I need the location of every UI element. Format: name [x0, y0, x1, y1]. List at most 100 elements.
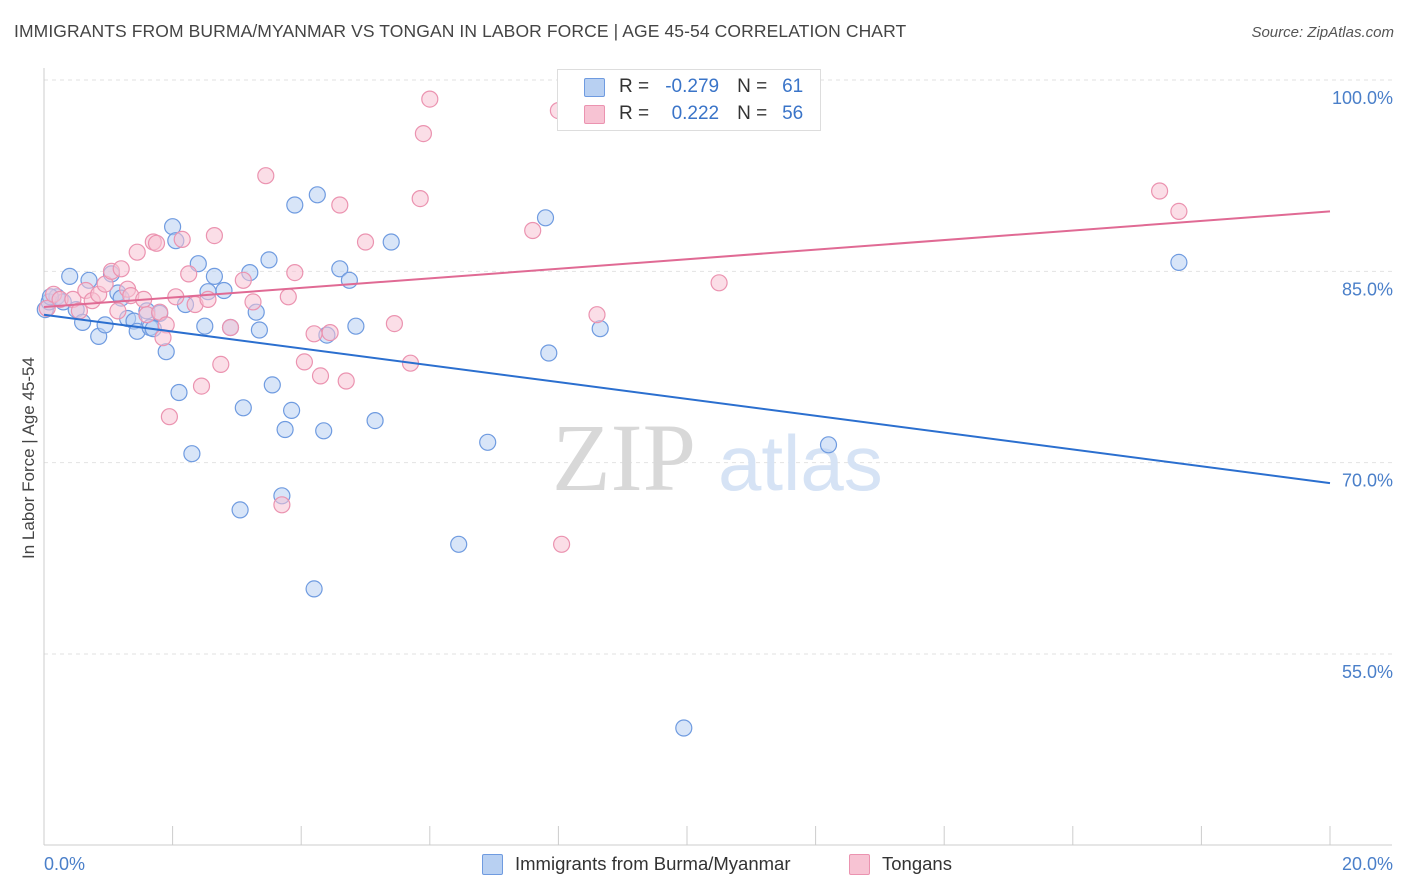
tongan-point: [160, 408, 178, 426]
tongan-point: [337, 372, 355, 390]
burma-point: [366, 412, 384, 430]
tongan-point: [1170, 202, 1188, 220]
tongan-point: [212, 355, 230, 373]
tongan-point: [234, 271, 252, 289]
tongan-point: [38, 299, 56, 317]
tongan-point: [192, 377, 211, 395]
y-tick-labels: 100.0% 85.0% 70.0% 55.0%: [1332, 88, 1393, 682]
tongan-point: [552, 535, 571, 553]
legend-r-value: -0.279: [665, 76, 720, 97]
legend-r-label: R =: [619, 76, 650, 97]
tongan-point: [244, 293, 262, 311]
burma-point: [234, 399, 252, 417]
burma-point: [157, 343, 175, 361]
tongan-point: [221, 318, 240, 337]
tongan-point: [154, 329, 172, 347]
tongan-point: [128, 243, 146, 261]
legend-n-value: 56: [782, 103, 804, 124]
y-tick-label: 100.0%: [1332, 88, 1393, 108]
burma-point: [170, 383, 188, 402]
legend-swatch-pink: [849, 853, 870, 875]
tongan-point: [385, 315, 403, 333]
tongan-point: [331, 196, 349, 214]
y-axis-label: In Labor Force | Age 45-54: [19, 357, 38, 559]
burma-point: [331, 260, 349, 278]
tongan-point: [321, 324, 339, 342]
y-tick-label: 70.0%: [1342, 471, 1393, 491]
legend-row-burma: R = -0.279 N = 61: [584, 75, 803, 99]
legend-label-burma: Immigrants from Burma/Myanmar: [515, 853, 791, 874]
chart-title: IMMIGRANTS FROM BURMA/MYANMAR VS TONGAN …: [14, 21, 907, 41]
burma-point: [1170, 253, 1188, 271]
tongan-point: [1150, 182, 1169, 200]
tongan-point: [305, 325, 323, 343]
legend-swatch-blue: [482, 853, 503, 875]
burma-point: [215, 281, 233, 300]
burma-point: [263, 376, 281, 394]
trend-lines: [43, 210, 1331, 485]
burma-point: [819, 436, 838, 454]
tongan-point: [524, 221, 542, 240]
legend-n-label: N =: [737, 76, 768, 97]
legend-item-burma: Immigrants from Burma/Myanmar: [482, 853, 791, 875]
burma-point: [382, 233, 400, 251]
burma-point: [276, 420, 294, 439]
burma-point: [540, 344, 558, 362]
legend-n-label: N =: [737, 103, 768, 124]
tongan-point: [414, 125, 432, 143]
legend-r-value: 0.222: [671, 103, 720, 124]
tongan-point: [180, 265, 198, 283]
tongan-point: [273, 496, 291, 514]
x-tick-label: 20.0%: [1342, 854, 1393, 874]
burma-point: [196, 317, 214, 335]
tongan-point: [109, 302, 127, 320]
tongan-trend-line: [43, 210, 1331, 309]
tongan-point: [295, 353, 313, 371]
axes: [43, 68, 1392, 846]
tongan-point: [311, 367, 330, 385]
tongan-point: [112, 260, 130, 278]
burma-point: [61, 267, 79, 285]
burma-point: [591, 320, 609, 338]
series-tongan-points: [38, 90, 1188, 553]
tongan-point: [710, 274, 728, 292]
burma-point: [305, 580, 323, 598]
burma-point: [315, 422, 333, 440]
tongan-point: [279, 288, 297, 306]
burma-point: [260, 251, 278, 269]
gridlines: [44, 79, 1392, 655]
burma-point: [183, 445, 201, 463]
tongan-point: [286, 264, 304, 282]
legend-n-value: 61: [782, 76, 804, 97]
source-label: Source: ZipAtlas.com: [1251, 24, 1394, 41]
legend-swatch-blue: [584, 77, 605, 97]
burma-point: [231, 501, 249, 519]
burma-point: [479, 433, 497, 451]
burma-point: [286, 196, 304, 214]
legend-label-tongan: Tongans: [882, 853, 952, 874]
burma-trend-line: [43, 313, 1331, 485]
burma-point: [450, 535, 468, 553]
legend-r-label: R =: [619, 103, 650, 124]
watermark-atlas: atlas: [718, 419, 883, 507]
x-tick-labels: 0.0% 20.0%: [44, 854, 1393, 874]
series-legend: Immigrants from Burma/Myanmar Tongans: [0, 853, 1406, 877]
tongan-point: [411, 190, 429, 208]
tongan-point: [173, 230, 191, 248]
burma-point: [205, 267, 223, 285]
watermark-zip: ZIP: [552, 404, 696, 511]
tongan-point: [205, 227, 223, 245]
burma-point: [347, 317, 365, 335]
legend-item-tongan: Tongans: [849, 853, 952, 875]
tongan-point: [257, 167, 275, 185]
stats-legend: R = -0.279 N = 61 R = 0.222 N = 56: [557, 69, 821, 131]
burma-point: [675, 719, 693, 737]
burma-point: [536, 209, 555, 227]
burma-point: [96, 316, 114, 334]
tongan-point: [356, 233, 375, 251]
tongan-point: [588, 306, 606, 324]
burma-point: [340, 271, 358, 289]
tongan-point: [421, 90, 439, 108]
y-tick-label: 85.0%: [1342, 279, 1393, 299]
